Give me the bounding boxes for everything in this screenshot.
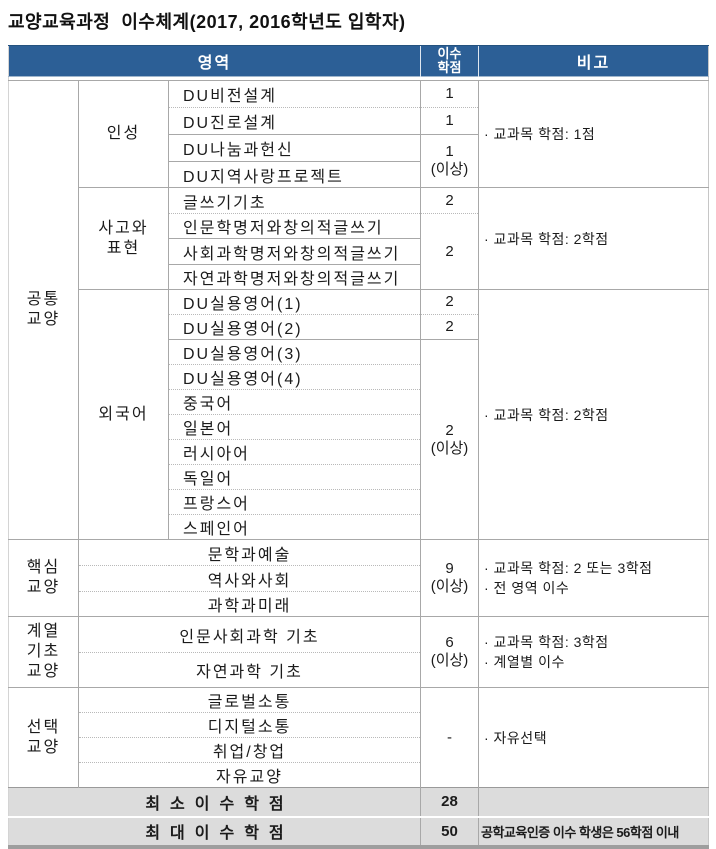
header-gap-line	[8, 76, 709, 81]
footer-max-label: 최대이수학점	[8, 815, 421, 849]
table-row: 스페인어	[9, 514, 709, 540]
footer-row-min: 최소이수학점 28	[8, 787, 709, 817]
header-gap	[8, 76, 709, 81]
footer-min-note	[478, 787, 709, 817]
sub-cell-foreign: 외국어	[78, 289, 169, 540]
sub-cell-thinking: 사고와 표현	[78, 187, 169, 290]
course-cell: 글쓰기기초	[168, 187, 421, 214]
course-cell: 취업/창업	[78, 737, 421, 763]
note-cell: · 교과목 학점: 2학점	[478, 187, 709, 290]
credit-cell: 1	[420, 80, 479, 108]
course-cell: DU실용영어(2)	[168, 314, 421, 340]
table-row: 일본어	[9, 414, 709, 440]
table-row: 중국어	[9, 389, 709, 415]
page-title: 교양교육과정 이수체계(2017, 2016학년도 입학자)	[8, 12, 406, 32]
course-cell: 문학과예술	[78, 539, 421, 566]
course-cell: 자연과학명저와창의적글쓰기	[168, 264, 421, 290]
table-row: 핵심 교양 문학과예술 9 (이상) · 교과목 학점: 2 또는 3학점 · …	[8, 539, 709, 617]
course-cell: 글로벌소통	[78, 687, 421, 713]
credit-cell: 2 (이상)	[420, 339, 479, 540]
footer-min-value: 28	[420, 787, 479, 817]
course-cell: 중국어	[168, 389, 421, 415]
course-cell: 사회과학명저와창의적글쓰기	[168, 238, 421, 265]
credit-cell: 1	[420, 107, 479, 135]
note-cell: · 교과목 학점: 2 또는 3학점 · 전 영역 이수	[478, 539, 709, 617]
course-cell: 프랑스어	[168, 489, 421, 515]
header-row: 영역 이수 학점 비고	[8, 45, 709, 77]
table-row: 사고와 표현 글쓰기기초 2 · 교과목 학점: 2학점	[9, 187, 709, 290]
course-cell: 디지털소통	[78, 712, 421, 738]
table-row: DU나눔과헌신 1 (이상)	[9, 134, 709, 188]
table-row: 러시아어	[9, 439, 709, 465]
header-cell-credits: 이수 학점	[420, 45, 479, 77]
credit-cell: 2	[420, 213, 479, 290]
header-cell-note: 비고	[478, 45, 709, 77]
table-row: DU실용영어(3) 2 (이상)	[9, 339, 709, 540]
credit-cell: 2	[420, 187, 479, 214]
note-cell: · 교과목 학점: 2학점	[478, 289, 709, 540]
course-cell: DU실용영어(1)	[168, 289, 421, 315]
table-row: 외국어 DU실용영어(1) 2 · 교과목 학점: 2학점	[9, 289, 709, 540]
credit-cell: 6 (이상)	[420, 616, 479, 688]
table-row: DU지역사랑프로젝트	[9, 161, 709, 188]
course-cell: DU비전설계	[168, 80, 421, 108]
course-cell: 일본어	[168, 414, 421, 440]
credit-cell: 2	[420, 289, 479, 315]
group-cell-common: 공통 교양	[8, 80, 79, 540]
table-row: 프랑스어	[9, 489, 709, 515]
course-cell: DU지역사랑프로젝트	[168, 161, 421, 188]
table-row: 사회과학명저와창의적글쓰기	[9, 238, 709, 265]
footer-max-value: 50	[420, 815, 479, 849]
credit-cell: 2	[420, 314, 479, 340]
table-row: 선택 교양 글로벌소통 - · 자유선택	[8, 687, 709, 788]
footer-row-max: 최대이수학점 50 공학교육인증 이수 학생은 56학점 이내	[8, 815, 709, 849]
table-row: 계열 기초 교양 인문사회과학 기초 6 (이상) · 교과목 학점: 3학점 …	[8, 616, 709, 688]
table-row: 디지털소통	[9, 712, 709, 738]
table-row: 취업/창업	[9, 737, 709, 763]
table-row: 자연과학명저와창의적글쓰기	[9, 264, 709, 290]
header-cell-area: 영역	[8, 45, 421, 77]
table-row: DU실용영어(2) 2	[9, 314, 709, 340]
course-cell: DU실용영어(4)	[168, 364, 421, 390]
curriculum-table: 영역 이수 학점 비고 공통 교양 인성 DU비전설계 1 · 교과목 학점: …	[8, 45, 709, 849]
course-cell: 스페인어	[168, 514, 421, 540]
course-cell: 자유교양	[78, 762, 421, 788]
note-cell: · 자유선택	[478, 687, 709, 788]
table-row: DU진로설계 1	[9, 107, 709, 135]
credit-cell: 9 (이상)	[420, 539, 479, 617]
course-cell: DU진로설계	[168, 107, 421, 135]
credit-cell: -	[420, 687, 479, 788]
sub-cell-personality: 인성	[78, 80, 169, 188]
credit-cell: 1 (이상)	[420, 134, 479, 188]
table-row: 자유교양	[9, 762, 709, 788]
course-cell: 러시아어	[168, 439, 421, 465]
course-cell: 자연과학 기초	[78, 652, 421, 688]
note-cell: · 교과목 학점: 1점	[484, 126, 596, 142]
course-cell: 역사와사회	[78, 565, 421, 592]
note-cell: · 교과목 학점: 3학점 · 계열별 이수	[478, 616, 709, 688]
table-row: DU실용영어(4)	[9, 364, 709, 390]
course-cell: DU실용영어(3)	[168, 339, 421, 365]
table-row: 인문학명저와창의적글쓰기 2	[9, 213, 709, 290]
table-row: 독일어	[9, 464, 709, 490]
table-row: 과학과미래	[9, 591, 709, 617]
course-cell: 인문학명저와창의적글쓰기	[168, 213, 421, 239]
footer-max-note: 공학교육인증 이수 학생은 56학점 이내	[478, 815, 709, 849]
course-cell: 과학과미래	[78, 591, 421, 617]
course-cell: 독일어	[168, 464, 421, 490]
group-cell-core: 핵심 교양	[8, 539, 79, 617]
course-cell: 인문사회과학 기초	[78, 616, 421, 653]
group-cell-elective: 선택 교양	[8, 687, 79, 788]
group-cell-basic: 계열 기초 교양	[8, 616, 79, 688]
table-row: 자연과학 기초	[9, 652, 709, 688]
table-row: 역사와사회	[9, 565, 709, 592]
table-row: 공통 교양 인성 DU비전설계 1 · 교과목 학점: 1점	[8, 80, 709, 540]
course-cell: DU나눔과헌신	[168, 134, 421, 162]
footer-min-label: 최소이수학점	[8, 787, 421, 817]
